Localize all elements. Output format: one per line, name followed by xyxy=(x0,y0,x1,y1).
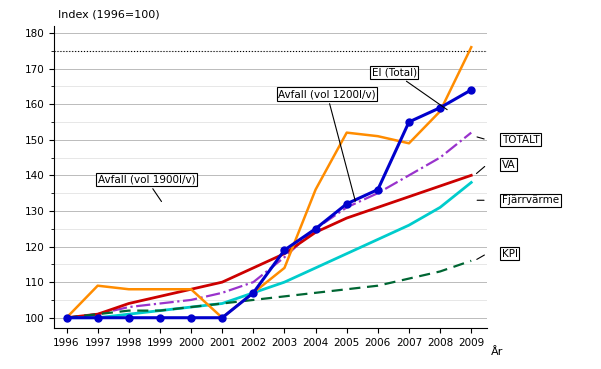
Text: TOTALT: TOTALT xyxy=(502,135,540,145)
Text: År: År xyxy=(491,346,504,356)
Text: Avfall (vol 1900l/v): Avfall (vol 1900l/v) xyxy=(98,175,195,201)
Text: El (Total): El (Total) xyxy=(371,68,447,110)
Text: KPI: KPI xyxy=(502,249,518,259)
Text: VA: VA xyxy=(502,160,516,170)
Text: Index (1996=100): Index (1996=100) xyxy=(58,10,160,20)
Text: Fjärrvärme: Fjärrvärme xyxy=(502,195,559,205)
Text: Avfall (vol 1200l/v): Avfall (vol 1200l/v) xyxy=(278,89,376,201)
